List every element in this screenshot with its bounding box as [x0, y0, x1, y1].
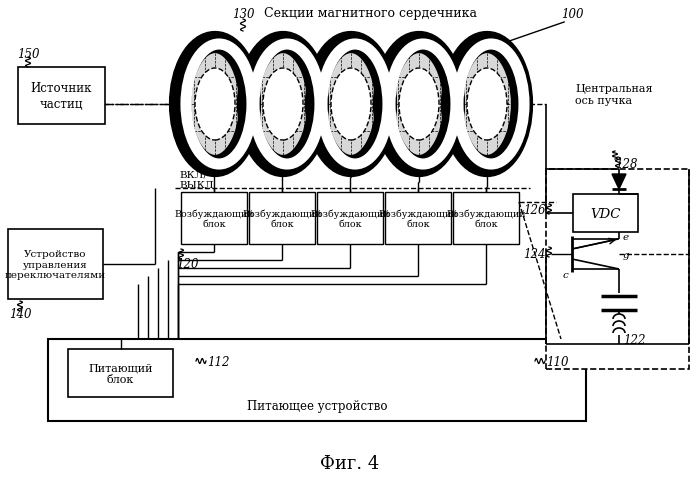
Text: 120: 120 [176, 257, 199, 270]
Bar [317, 192, 383, 244]
Text: Источник
частиц: Источник частиц [31, 83, 92, 110]
Bar [68, 349, 173, 397]
Text: ВКЛ/
ВЫКЛ: ВКЛ/ ВЫКЛ [179, 170, 213, 189]
Text: 140: 140 [9, 307, 31, 320]
Ellipse shape [316, 43, 386, 167]
Ellipse shape [452, 43, 522, 167]
Bar [546, 169, 689, 369]
Ellipse shape [248, 43, 318, 167]
Text: 126: 126 [524, 203, 546, 216]
Ellipse shape [399, 69, 439, 141]
Ellipse shape [331, 69, 371, 141]
Text: Центральная
ось пучка: Центральная ось пучка [575, 84, 652, 106]
Text: VDC: VDC [591, 207, 621, 220]
Text: e: e [623, 233, 629, 242]
Bar [249, 192, 315, 244]
Text: 128: 128 [615, 158, 637, 171]
Bar [181, 192, 247, 244]
Text: Питающий
блок: Питающий блок [88, 362, 153, 384]
Text: c: c [562, 270, 568, 279]
Text: 122: 122 [623, 334, 645, 347]
Text: Фиг. 4: Фиг. 4 [320, 454, 379, 472]
Text: 110: 110 [546, 356, 568, 369]
Text: Возбуждающий
блок: Возбуждающий блок [242, 209, 322, 228]
Ellipse shape [180, 43, 250, 167]
Text: g: g [623, 250, 630, 259]
Text: Возбуждающий
блок: Возбуждающий блок [446, 209, 526, 228]
Text: 112: 112 [207, 356, 229, 369]
Bar [48, 339, 586, 421]
Text: Секции магнитного сердечника: Секции магнитного сердечника [264, 7, 477, 20]
Text: Питающее устройство: Питающее устройство [247, 400, 387, 413]
Text: 100: 100 [561, 8, 583, 21]
Ellipse shape [263, 69, 303, 141]
Bar [573, 194, 638, 232]
Ellipse shape [384, 43, 454, 167]
Text: Возбуждающий
блок: Возбуждающий блок [310, 209, 390, 228]
Text: Устройство
управления
переключателями: Устройство управления переключателями [5, 250, 106, 279]
Text: 130: 130 [232, 8, 254, 21]
Text: Возбуждающий
блок: Возбуждающий блок [174, 209, 254, 228]
Polygon shape [612, 175, 626, 190]
Text: 124: 124 [524, 248, 546, 261]
Bar [18, 68, 105, 125]
Ellipse shape [195, 69, 235, 141]
Ellipse shape [467, 69, 507, 141]
Text: 150: 150 [17, 48, 39, 61]
Text: Возбуждающий
блок: Возбуждающий блок [378, 209, 458, 228]
Bar [8, 229, 103, 300]
Bar [453, 192, 519, 244]
Bar [385, 192, 451, 244]
